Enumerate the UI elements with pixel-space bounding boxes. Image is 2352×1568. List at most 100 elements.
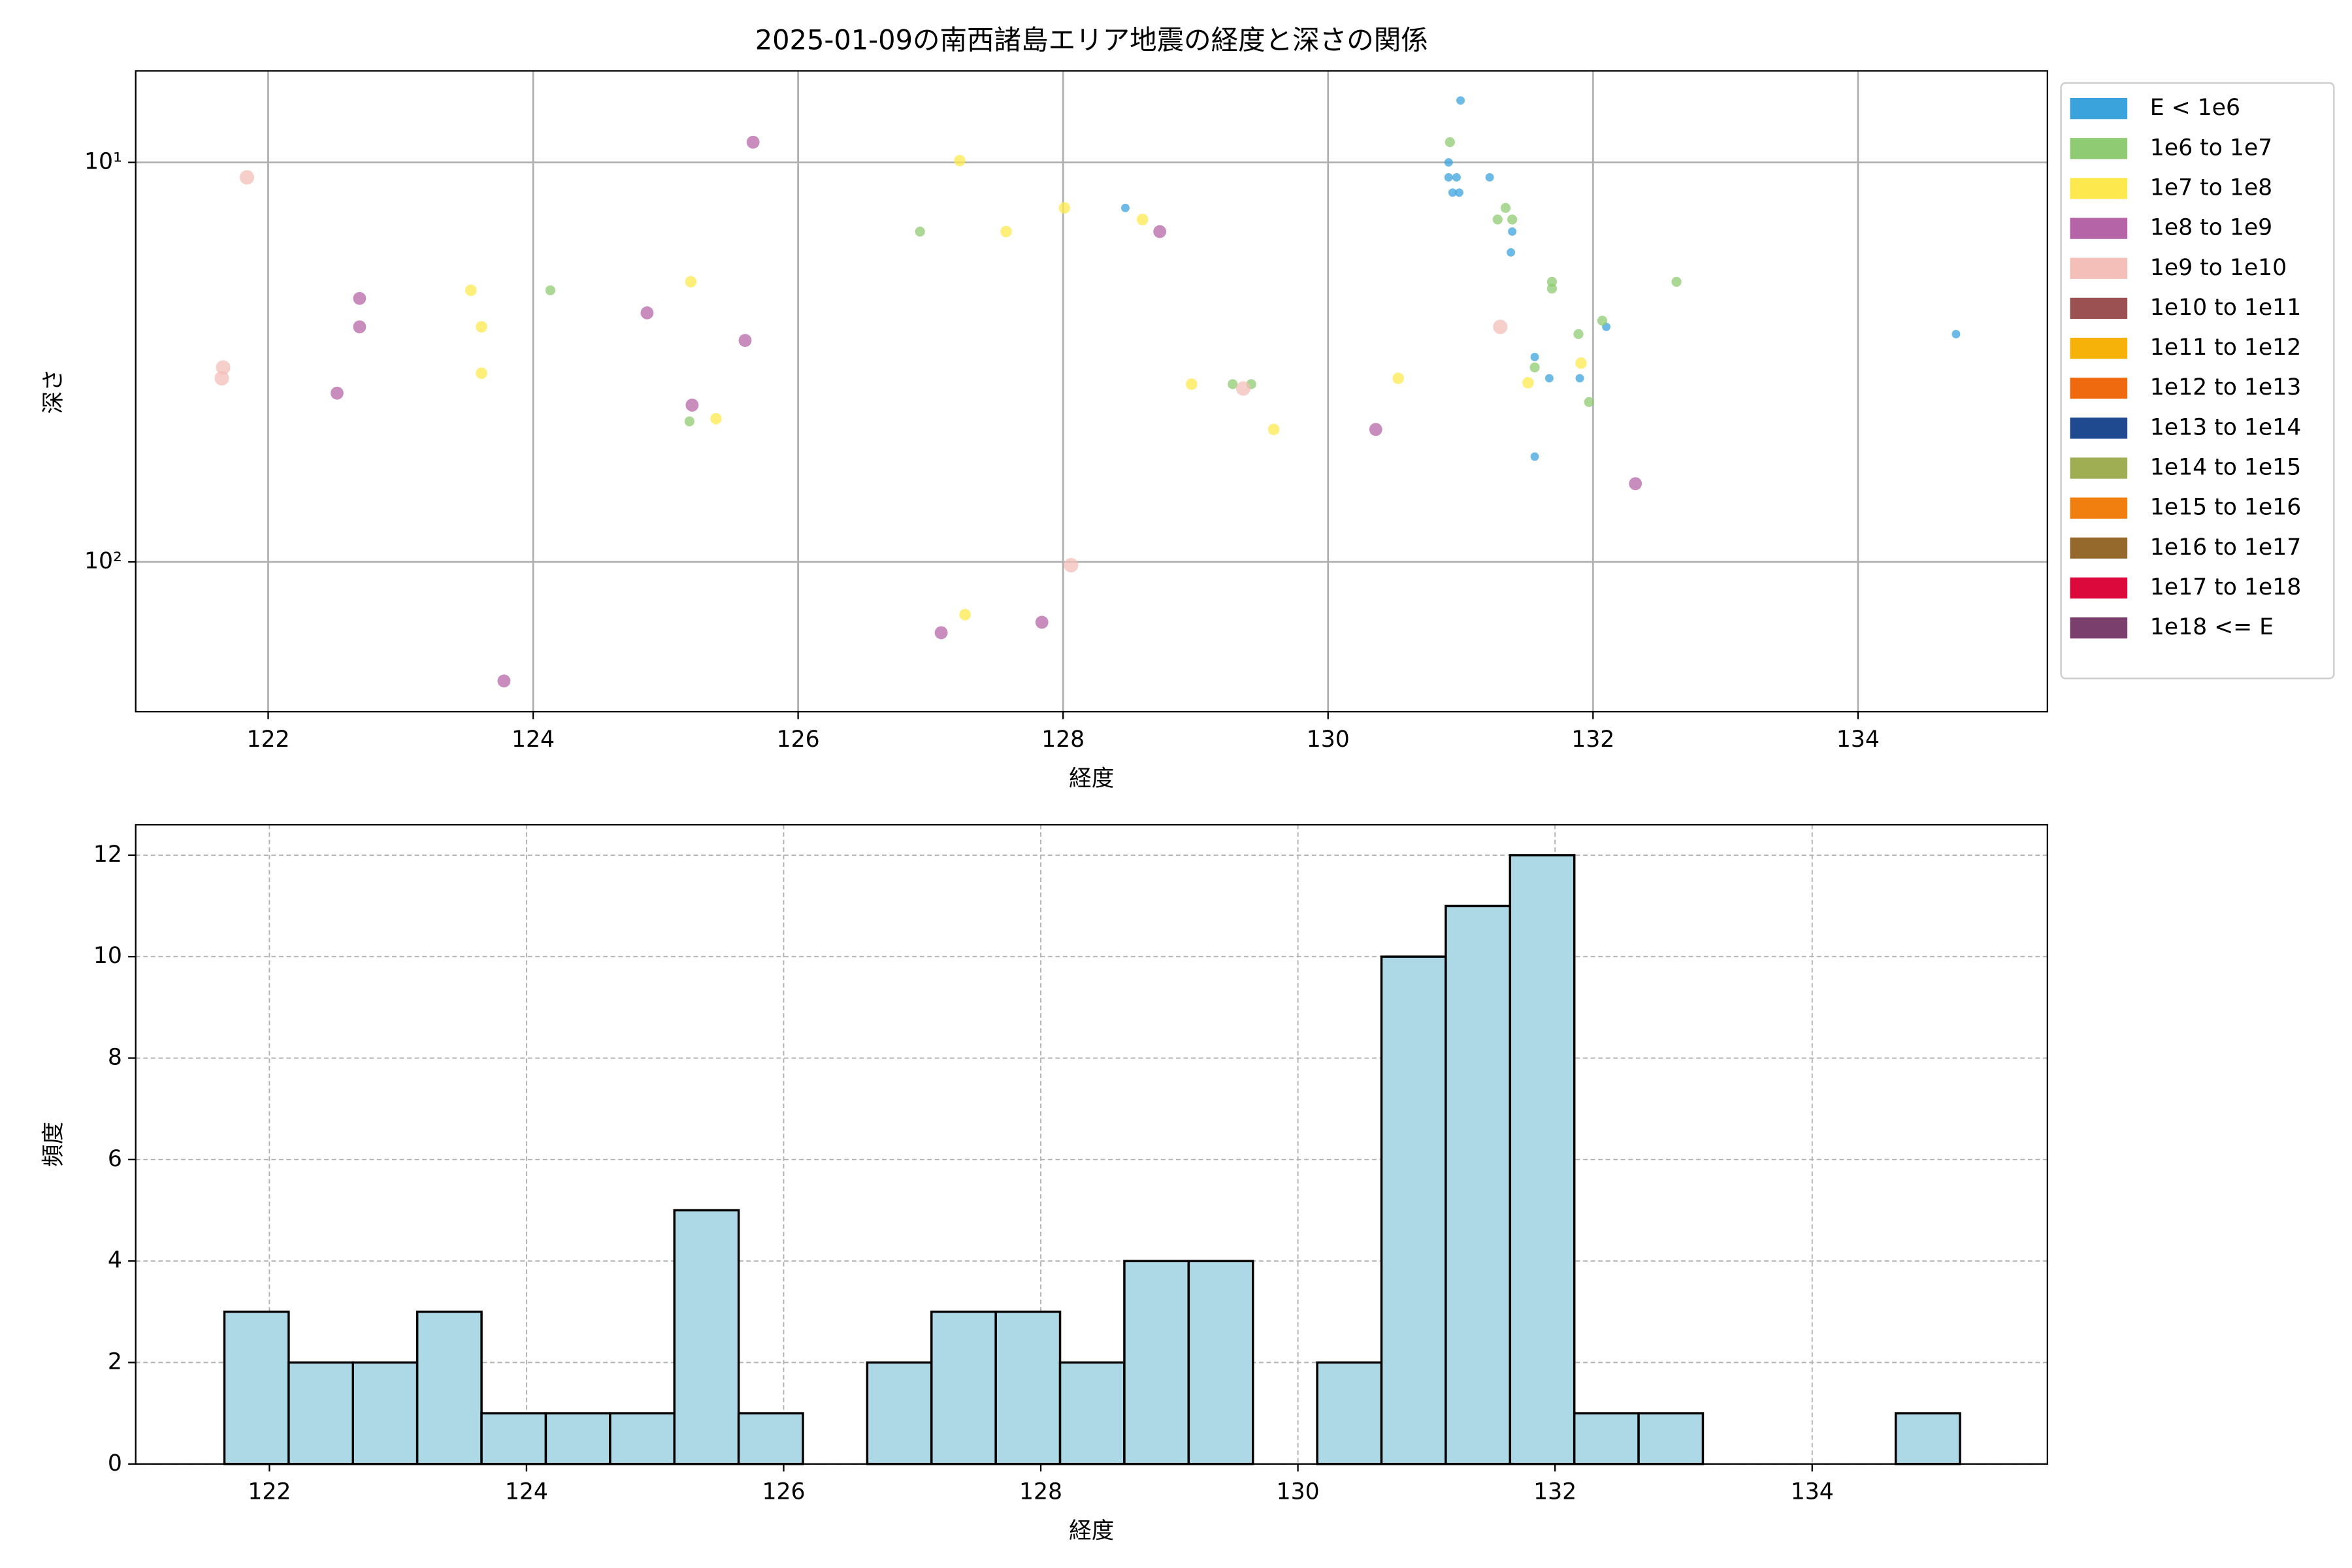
point (1235, 381, 1251, 396)
y-tick-label: 2 (108, 1348, 122, 1375)
point (216, 360, 231, 375)
plot-frame (135, 70, 2048, 713)
legend-swatch (2070, 297, 2128, 319)
x-tick-label: 128 (1041, 727, 1085, 753)
point (710, 413, 722, 425)
legend-label: 1e16 to 1e17 (2150, 534, 2301, 561)
point (545, 285, 556, 295)
point (1137, 214, 1149, 225)
legend-label: 1e18 <= E (2150, 614, 2274, 640)
point (915, 226, 925, 237)
point (1629, 477, 1642, 491)
point (1000, 225, 1012, 238)
point (1671, 276, 1682, 287)
bar (1316, 1361, 1383, 1465)
point (1544, 374, 1554, 383)
legend-swatch (2070, 457, 2128, 479)
bar (737, 1412, 804, 1465)
bar (1637, 1412, 1705, 1465)
bar (223, 1311, 290, 1465)
legend-label: 1e12 to 1e13 (2150, 374, 2301, 400)
bar (1509, 854, 1576, 1465)
legend-label: 1e7 to 1e8 (2150, 174, 2272, 201)
point (746, 135, 760, 149)
legend-swatch (2070, 218, 2128, 239)
point (1508, 227, 1517, 236)
legend-label: 1e13 to 1e14 (2150, 414, 2301, 440)
y-axis-label: 頻度 (41, 1122, 67, 1167)
bar (544, 1412, 612, 1465)
legend-swatch (2070, 577, 2128, 599)
point (1573, 329, 1584, 339)
y-tick-label: 0 (108, 1450, 122, 1477)
point (465, 284, 477, 297)
x-tick-label: 124 (505, 1479, 548, 1505)
bar (351, 1361, 419, 1465)
point (1492, 214, 1503, 225)
legend-swatch (2070, 617, 2128, 639)
point (353, 320, 367, 334)
point (1121, 203, 1130, 212)
chart-title: 2025-01-09の南西諸島エリア地震の経度と深さの関係 (755, 24, 1428, 56)
point (1452, 173, 1461, 182)
point (934, 626, 948, 640)
point (1507, 248, 1516, 257)
point (1546, 276, 1558, 287)
bar (1894, 1412, 1961, 1465)
legend-label: 1e11 to 1e12 (2150, 335, 2301, 361)
point (1522, 377, 1534, 389)
point (1493, 319, 1508, 335)
point (1546, 284, 1558, 294)
x-tick-label: 128 (1019, 1479, 1062, 1505)
y-tick-label: 10¹ (84, 149, 122, 175)
legend-label: 1e6 to 1e7 (2150, 135, 2272, 161)
point (1228, 379, 1238, 389)
point (1035, 615, 1049, 629)
point (1444, 173, 1453, 182)
point (1507, 214, 1518, 225)
bar (480, 1412, 547, 1465)
x-axis-label: 経度 (1069, 766, 1114, 792)
point (684, 416, 694, 427)
point (1186, 378, 1198, 390)
bar (930, 1311, 997, 1465)
legend-swatch (2070, 138, 2128, 159)
point (1153, 225, 1167, 238)
point (685, 276, 697, 288)
y-tick-label: 6 (108, 1146, 122, 1172)
y-tick-label: 10² (84, 548, 122, 574)
x-tick-label: 134 (1837, 727, 1880, 753)
point (1058, 202, 1070, 214)
point (476, 367, 487, 379)
legend-swatch (2070, 537, 2128, 559)
y-tick-label: 12 (93, 841, 122, 868)
bar (416, 1311, 483, 1465)
legend-swatch (2070, 378, 2128, 399)
legend-label: 1e9 to 1e10 (2150, 255, 2287, 281)
point (959, 608, 971, 621)
x-tick-label: 130 (1307, 727, 1350, 753)
point (1448, 188, 1457, 197)
legend-swatch (2070, 337, 2128, 359)
plot-frame (135, 824, 2048, 1465)
y-axis-label: 深さ (41, 368, 67, 414)
point (1445, 137, 1455, 148)
legend-swatch (2070, 178, 2128, 199)
legend-label: 1e17 to 1e18 (2150, 574, 2301, 600)
point (954, 155, 966, 167)
legend-label: 1e8 to 1e9 (2150, 215, 2272, 241)
x-tick-label: 134 (1791, 1479, 1834, 1505)
point (1392, 372, 1404, 384)
legend-label: 1e14 to 1e15 (2150, 455, 2301, 481)
point (685, 399, 699, 412)
bar (1058, 1361, 1126, 1465)
point (1455, 188, 1463, 197)
point (1456, 96, 1465, 105)
point (1584, 397, 1594, 408)
x-axis-label: 経度 (1069, 1518, 1114, 1544)
bar (287, 1361, 354, 1465)
point (330, 386, 344, 400)
bar (1573, 1412, 1640, 1465)
